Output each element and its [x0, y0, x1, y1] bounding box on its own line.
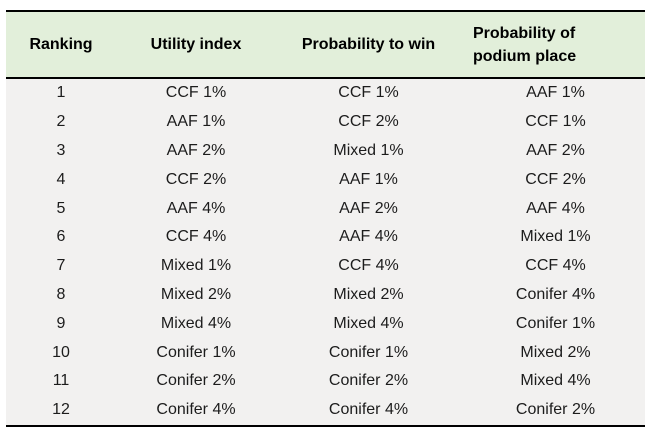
cell-utility-index: Mixed 2%: [116, 280, 276, 310]
cell-probability-to-win: Conifer 1%: [276, 338, 461, 367]
cell-probability-podium: AAF 2%: [461, 136, 645, 166]
cell-utility-index: AAF 4%: [116, 194, 276, 223]
cell-probability-podium: CCF 2%: [461, 165, 645, 195]
table-row: 6 CCF 4% AAF 4% Mixed 1%: [6, 222, 645, 252]
cell-probability-to-win: CCF 1%: [276, 78, 461, 108]
cell-ranking: 1: [6, 78, 116, 108]
cell-ranking: 2: [6, 107, 116, 137]
cell-ranking: 9: [6, 309, 116, 339]
header-podium-line-2: podium place: [473, 47, 577, 65]
cell-probability-to-win: Conifer 4%: [276, 395, 461, 426]
table-row: 2 AAF 1% CCF 2% CCF 1%: [6, 107, 645, 137]
table-row: 8 Mixed 2% Mixed 2% Conifer 4%: [6, 280, 645, 310]
cell-probability-podium: AAF 4%: [461, 194, 645, 223]
cell-utility-index: Conifer 4%: [116, 395, 276, 426]
cell-probability-to-win: AAF 4%: [276, 222, 461, 252]
cell-probability-to-win: AAF 1%: [276, 165, 461, 195]
cell-ranking: 6: [6, 222, 116, 252]
table-row: 3 AAF 2% Mixed 1% AAF 2%: [6, 136, 645, 166]
cell-ranking: 8: [6, 280, 116, 310]
cell-utility-index: CCF 1%: [116, 78, 276, 108]
table-row: 9 Mixed 4% Mixed 4% Conifer 1%: [6, 309, 645, 339]
cell-utility-index: CCF 2%: [116, 165, 276, 195]
table-header: Ranking Utility index Probability to win…: [6, 11, 645, 79]
cell-utility-index: Mixed 4%: [116, 309, 276, 339]
cell-probability-to-win: CCF 2%: [276, 107, 461, 137]
cell-utility-index: Conifer 2%: [116, 366, 276, 396]
table-row: 12 Conifer 4% Conifer 4% Conifer 2%: [6, 395, 645, 426]
cell-probability-to-win: CCF 4%: [276, 251, 461, 281]
cell-ranking: 3: [6, 136, 116, 166]
cell-utility-index: AAF 1%: [116, 107, 276, 137]
cell-probability-to-win: Mixed 4%: [276, 309, 461, 339]
column-header-probability-to-win: Probability to win: [276, 11, 461, 79]
cell-ranking: 4: [6, 165, 116, 195]
cell-probability-podium: Conifer 1%: [461, 309, 645, 339]
cell-probability-podium: Conifer 4%: [461, 280, 645, 310]
table-body: 1 CCF 1% CCF 1% AAF 1% 2 AAF 1% CCF 2% C…: [6, 78, 645, 426]
cell-probability-podium: CCF 1%: [461, 107, 645, 137]
header-row: Ranking Utility index Probability to win…: [6, 11, 645, 79]
cell-ranking: 7: [6, 251, 116, 281]
cell-utility-index: Conifer 1%: [116, 338, 276, 367]
cell-probability-to-win: Conifer 2%: [276, 366, 461, 396]
cell-probability-podium: CCF 4%: [461, 251, 645, 281]
cell-probability-to-win: Mixed 2%: [276, 280, 461, 310]
cell-probability-podium: Mixed 2%: [461, 338, 645, 367]
cell-probability-podium: AAF 1%: [461, 78, 645, 108]
table-row: 1 CCF 1% CCF 1% AAF 1%: [6, 78, 645, 108]
cell-utility-index: CCF 4%: [116, 222, 276, 252]
cell-ranking: 11: [6, 366, 116, 396]
table-row: 7 Mixed 1% CCF 4% CCF 4%: [6, 251, 645, 281]
cell-ranking: 10: [6, 338, 116, 367]
cell-utility-index: Mixed 1%: [116, 251, 276, 281]
ranking-table: Ranking Utility index Probability to win…: [6, 10, 645, 427]
column-header-utility-index: Utility index: [116, 11, 276, 79]
cell-probability-podium: Mixed 4%: [461, 366, 645, 396]
cell-probability-podium: Conifer 2%: [461, 395, 645, 426]
header-podium-line-1: Probability of: [473, 24, 576, 42]
cell-utility-index: AAF 2%: [116, 136, 276, 166]
table-row: 11 Conifer 2% Conifer 2% Mixed 4%: [6, 366, 645, 396]
table-row: 4 CCF 2% AAF 1% CCF 2%: [6, 165, 645, 195]
cell-ranking: 5: [6, 194, 116, 223]
table-row: 5 AAF 4% AAF 2% AAF 4%: [6, 194, 645, 223]
cell-ranking: 12: [6, 395, 116, 426]
table-row: 10 Conifer 1% Conifer 1% Mixed 2%: [6, 338, 645, 367]
cell-probability-to-win: AAF 2%: [276, 194, 461, 223]
column-header-probability-podium-place: Probability of podium place: [461, 11, 645, 79]
cell-probability-to-win: Mixed 1%: [276, 136, 461, 166]
cell-probability-podium: Mixed 1%: [461, 222, 645, 252]
column-header-ranking: Ranking: [6, 11, 116, 79]
